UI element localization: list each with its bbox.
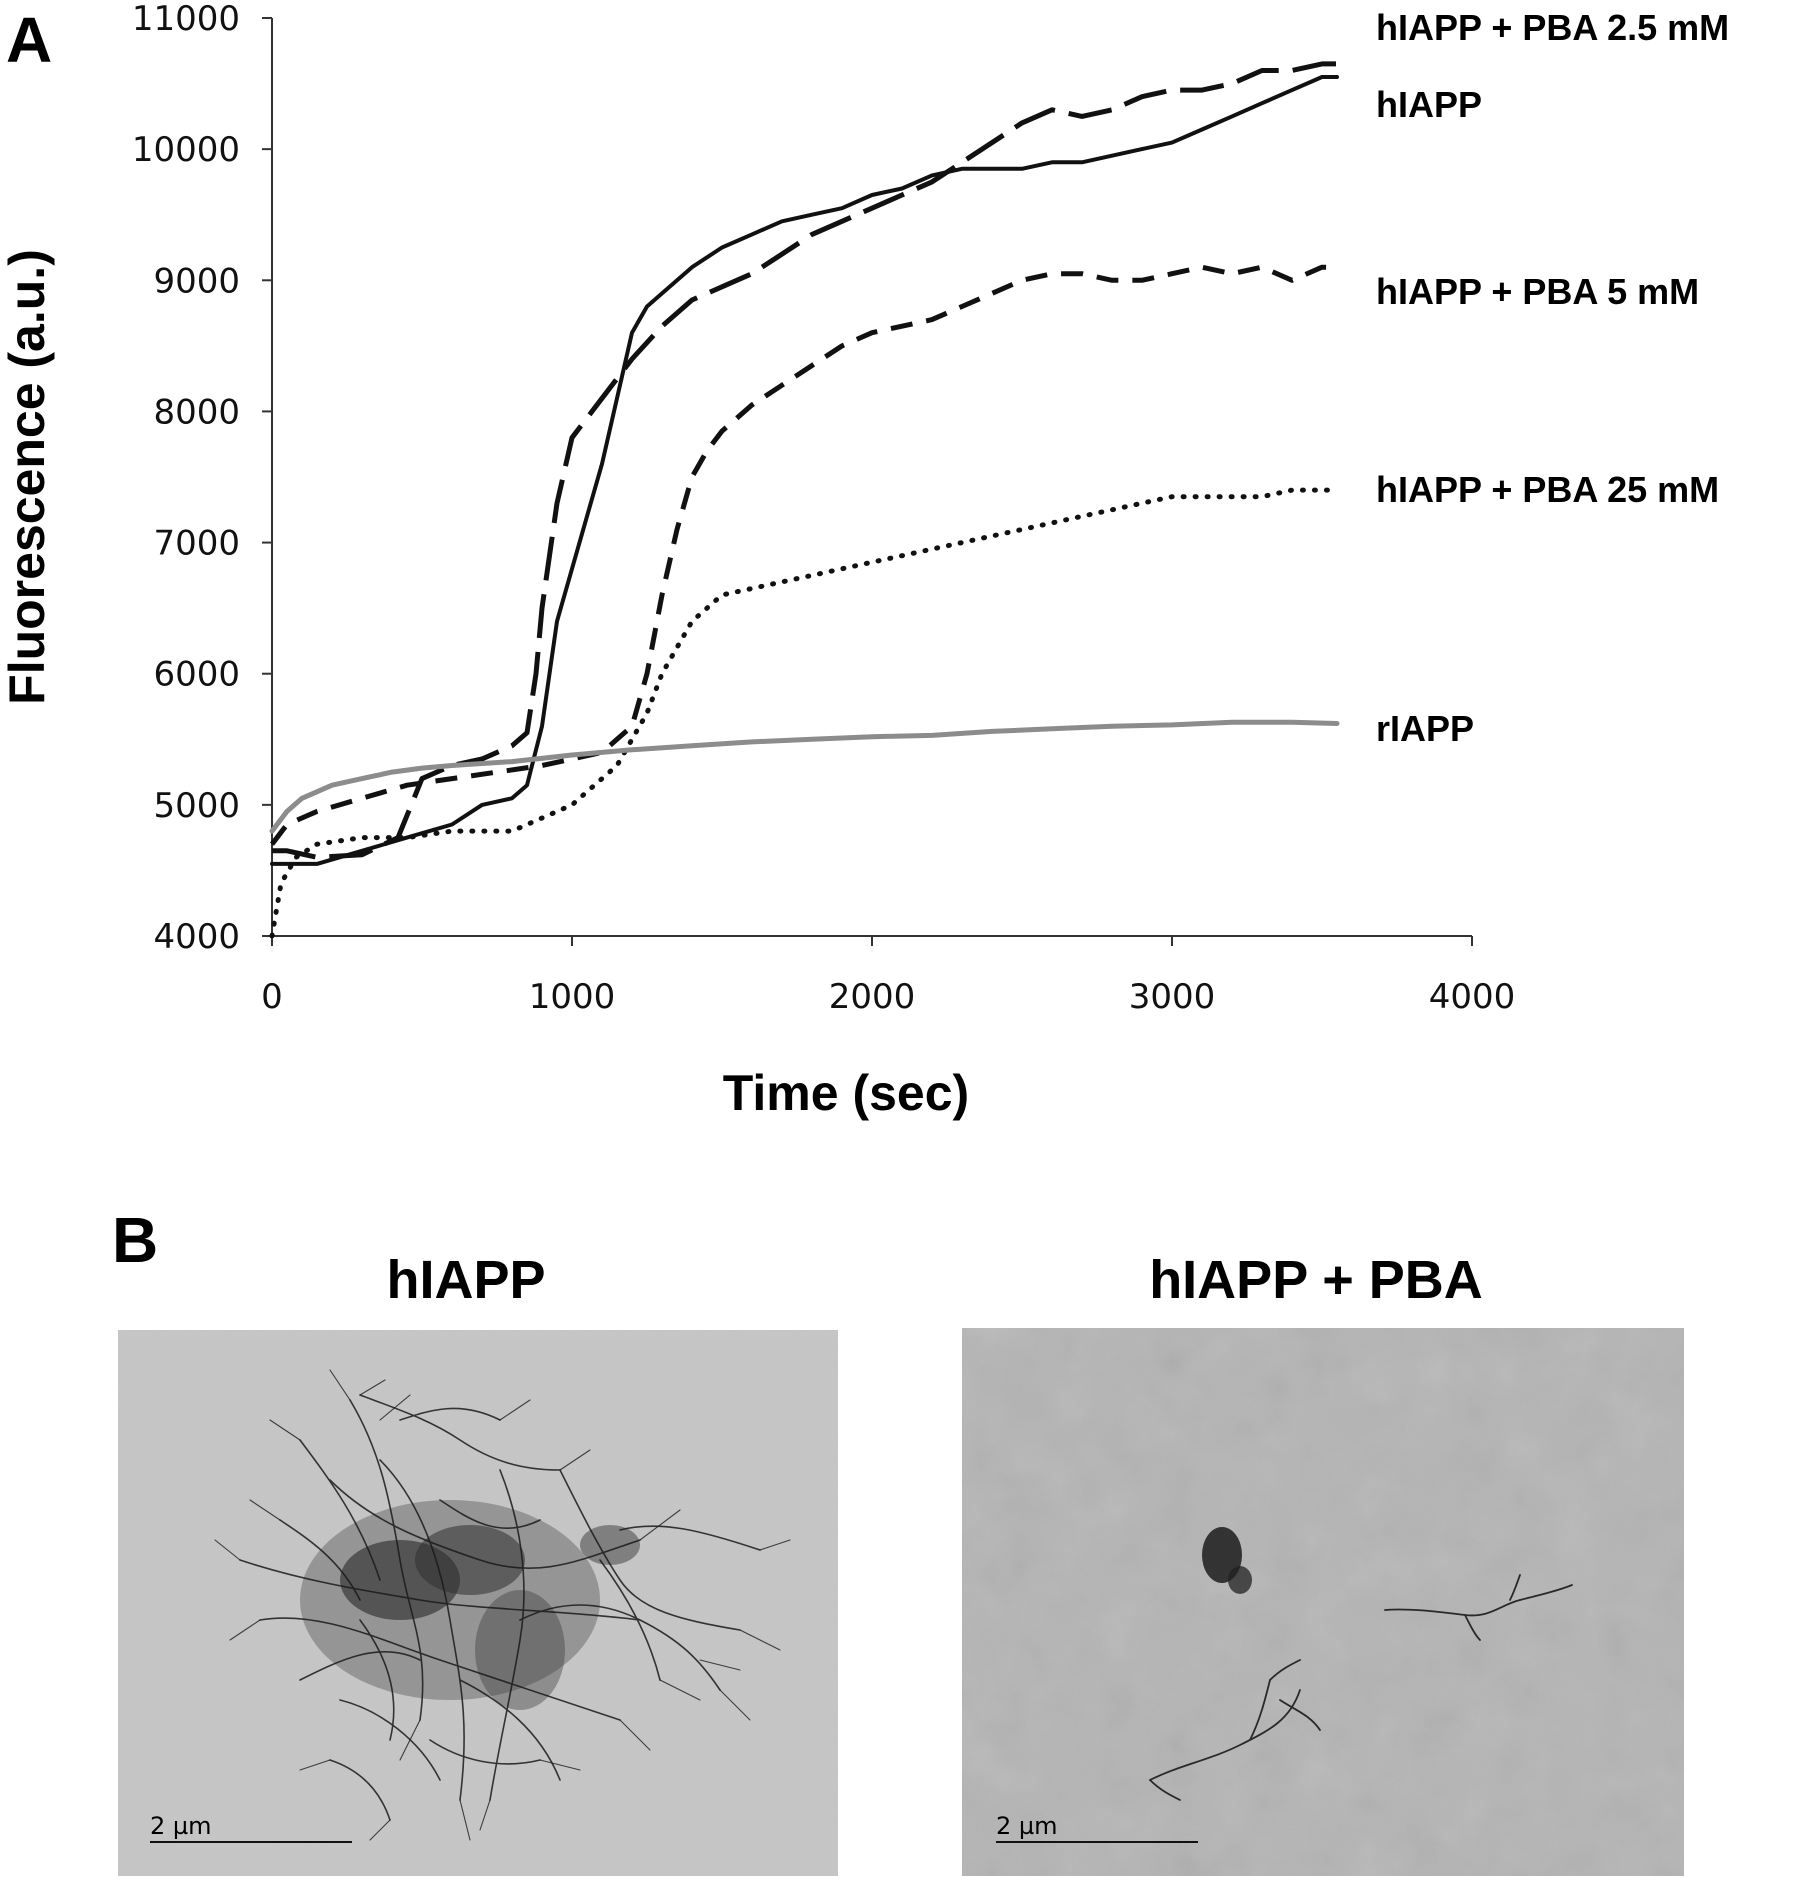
series-label-pba-25: hIAPP + PBA 25 mM: [1376, 469, 1719, 510]
panel-a: A 4000 5000 6000 7000 8000 9000 10000 11000 0 10…: [0, 0, 1729, 1121]
series-lines: [269, 61, 1340, 939]
x-axis-title: Time (sec): [723, 1065, 969, 1121]
series-line-pba-25: [269, 487, 1340, 939]
panel-b: B hIAPP hIAPP + PBA: [112, 1204, 1684, 1876]
fibril-network: [214, 1369, 791, 1841]
micrograph-hiapp: 2 µm: [118, 1330, 838, 1876]
x-tick-label: 1000: [529, 977, 616, 1017]
scale-bar-label: 2 µm: [150, 1812, 212, 1840]
y-axis-title: Fluorescence (a.u.): [0, 249, 55, 705]
y-tick-label: 11000: [132, 0, 240, 39]
panel-b-letter: B: [112, 1204, 158, 1276]
series-line-hiapp: [270, 75, 1339, 866]
scale-bar-label: 2 µm: [996, 1812, 1058, 1840]
y-tick-label: 7000: [153, 524, 240, 564]
y-tick-label: 10000: [132, 130, 240, 170]
panel-a-letter: A: [6, 4, 52, 76]
y-tick-label: 8000: [153, 392, 240, 432]
y-axis-ticks: 4000 5000 6000 7000 8000 9000 10000 11000: [132, 0, 272, 957]
y-tick-label: 6000: [153, 655, 240, 695]
micrograph-hiapp-pba: 2 µm: [962, 1328, 1684, 1876]
series-line-riapp: [269, 719, 1340, 834]
image-title-hiapp-pba: hIAPP + PBA: [1149, 1250, 1483, 1310]
series-label-pba-5: hIAPP + PBA 5 mM: [1376, 271, 1699, 312]
series-label-hiapp: hIAPP: [1376, 84, 1482, 125]
x-tick-label: 3000: [1129, 977, 1216, 1017]
series-label-pba-2-5: hIAPP + PBA 2.5 mM: [1376, 7, 1729, 48]
x-tick-label: 0: [261, 977, 283, 1017]
x-axis-ticks: 0 1000 2000 3000 4000: [261, 936, 1515, 1017]
x-tick-label: 4000: [1429, 977, 1516, 1017]
image-title-hiapp: hIAPP: [386, 1250, 545, 1310]
y-tick-label: 5000: [153, 786, 240, 826]
fibril-clusters: [1149, 1527, 1573, 1801]
series-line-pba-5: [270, 264, 1337, 846]
x-tick-label: 2000: [829, 977, 916, 1017]
y-tick-label: 4000: [153, 917, 240, 957]
series-label-riapp: rIAPP: [1376, 708, 1474, 749]
y-tick-label: 9000: [153, 261, 240, 301]
